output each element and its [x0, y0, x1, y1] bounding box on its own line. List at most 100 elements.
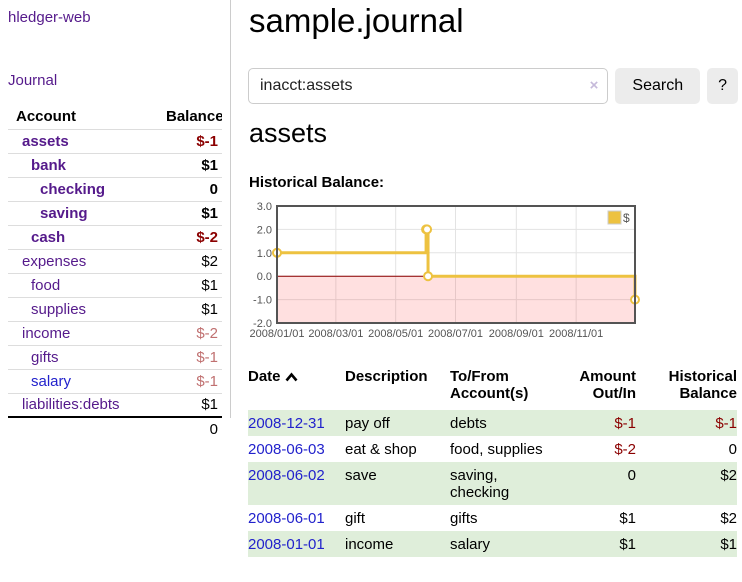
account-link-salary[interactable]: salary: [31, 372, 72, 390]
svg-text:2008/03/01: 2008/03/01: [308, 328, 363, 340]
search-input[interactable]: [248, 68, 609, 104]
register-row: 2008-06-03 eat & shop food, supplies $-2…: [248, 436, 737, 462]
help-button[interactable]: ?: [707, 68, 738, 104]
account-row: salary $-1: [8, 368, 222, 393]
svg-text:3.0: 3.0: [257, 201, 272, 213]
account-row: gifts $-1: [8, 344, 222, 369]
column-header-amount: Amount Out/In: [579, 368, 636, 402]
account-row: income $-2: [8, 320, 222, 345]
account-link-gifts[interactable]: gifts: [31, 348, 59, 366]
svg-text:-2.0: -2.0: [253, 318, 272, 330]
account-link-bank[interactable]: bank: [31, 156, 67, 174]
svg-text:0.0: 0.0: [257, 271, 272, 283]
account-balance: $1: [158, 296, 222, 321]
account-balance: $1: [158, 152, 222, 177]
register-row: 2008-06-01 gift gifts $1 $2: [248, 505, 737, 531]
txn-balance: $1: [720, 536, 737, 553]
chart-title: Historical Balance:: [249, 174, 385, 191]
account-link-food[interactable]: food: [31, 276, 61, 294]
accounts-header-row: Account Balance: [8, 105, 222, 129]
account-row: cash $-2: [8, 224, 222, 249]
account-row: expenses $2: [8, 248, 222, 273]
account-row: bank $1: [8, 152, 222, 177]
txn-amount: $1: [619, 510, 636, 527]
accounts-total-value: 0: [158, 416, 222, 441]
account-balance: $-1: [158, 128, 222, 153]
account-link-assets[interactable]: assets: [22, 132, 69, 150]
account-balance: $-2: [158, 320, 222, 345]
search-form: × Search ?: [248, 68, 738, 104]
account-row: saving $1: [8, 200, 222, 225]
account-balance: $-2: [158, 224, 222, 249]
account-balance: $1: [158, 392, 222, 417]
txn-date-link[interactable]: 2008-06-02: [248, 467, 325, 484]
register-row: 2008-01-01 income salary $1 $1: [248, 531, 737, 557]
account-row: assets $-1: [8, 128, 222, 153]
accounts-col-account: Account: [16, 108, 76, 126]
account-balance: $-1: [158, 368, 222, 393]
txn-accounts: debts: [450, 415, 487, 432]
column-header-description: Description: [345, 368, 428, 385]
txn-accounts: salary: [450, 536, 491, 553]
txn-balance: $-1: [715, 415, 737, 432]
account-balance: $1: [158, 200, 222, 225]
txn-date-link[interactable]: 2008-01-01: [248, 536, 325, 553]
txn-description: gift: [345, 510, 366, 527]
register-row: 2008-12-31 pay off debts $-1 $-1: [248, 410, 737, 436]
txn-accounts: saving, checking: [450, 467, 510, 501]
column-header-date[interactable]: Date: [248, 366, 345, 410]
register-header-row: Date Description To/From Account(s) Amou…: [248, 366, 737, 410]
account-row: checking 0: [8, 176, 222, 201]
account-link-supplies[interactable]: supplies: [31, 300, 87, 318]
txn-accounts: food, supplies: [450, 441, 543, 458]
svg-text:2008/05/01: 2008/05/01: [368, 328, 423, 340]
account-balance: $-1: [158, 344, 222, 369]
txn-description: income: [345, 536, 394, 553]
clear-search-icon[interactable]: ×: [589, 77, 599, 94]
register-table: Date Description To/From Account(s) Amou…: [248, 366, 737, 557]
svg-text:2008/11/01: 2008/11/01: [549, 328, 603, 340]
account-link-cash[interactable]: cash: [31, 228, 66, 246]
txn-date-link[interactable]: 2008-06-03: [248, 441, 325, 458]
txn-description: pay off: [345, 415, 390, 432]
svg-text:2.0: 2.0: [257, 224, 272, 236]
sort-asc-icon: [285, 369, 298, 386]
sidebar-item-journal[interactable]: Journal: [8, 72, 58, 89]
svg-text:$: $: [623, 211, 630, 225]
account-link-liabilities-debts[interactable]: liabilities:debts: [22, 396, 120, 414]
account-link-income[interactable]: income: [22, 324, 71, 342]
txn-amount: 0: [627, 467, 636, 484]
sidebar: hledger-web Journal Account Balance asse…: [0, 0, 231, 441]
account-link-expenses[interactable]: expenses: [22, 252, 87, 270]
account-row: supplies $1: [8, 296, 222, 321]
svg-text:-1.0: -1.0: [253, 295, 272, 307]
account-row: food $1: [8, 272, 222, 297]
column-header-accounts: To/From Account(s): [450, 368, 529, 402]
txn-balance: 0: [728, 441, 737, 458]
account-link-saving[interactable]: saving: [40, 204, 88, 222]
txn-amount: $-2: [614, 441, 636, 458]
txn-amount: $-1: [614, 415, 636, 432]
txn-accounts: gifts: [450, 510, 478, 527]
historical-balance-chart[interactable]: $3.0 2.0 1.0 0.0 -1.0 -2.0 2008/01/01 2008/03/0…: [248, 199, 642, 344]
page-title: sample.journal: [249, 2, 464, 39]
txn-date-link[interactable]: 2008-06-01: [248, 510, 325, 527]
account-balance: $1: [158, 272, 222, 297]
column-header-balance: Historical Balance: [668, 368, 737, 402]
txn-amount: $1: [619, 536, 636, 553]
account-balance: $2: [158, 248, 222, 273]
svg-text:1.0: 1.0: [257, 248, 272, 260]
account-link-checking[interactable]: checking: [40, 180, 106, 198]
account-row: liabilities:debts $1: [8, 392, 222, 417]
txn-balance: $2: [720, 510, 737, 527]
accounts-table: Account Balance assets $-1 bank $1 check…: [8, 105, 222, 441]
app-title-link[interactable]: hledger-web: [8, 9, 91, 26]
search-button[interactable]: Search: [615, 68, 701, 104]
txn-description: eat & shop: [345, 441, 417, 458]
account-heading: assets: [249, 118, 328, 148]
svg-text:2008/07/01: 2008/07/01: [428, 328, 483, 340]
txn-balance: $2: [720, 467, 737, 484]
account-balance: 0: [158, 176, 222, 201]
txn-date-link[interactable]: 2008-12-31: [248, 415, 325, 432]
